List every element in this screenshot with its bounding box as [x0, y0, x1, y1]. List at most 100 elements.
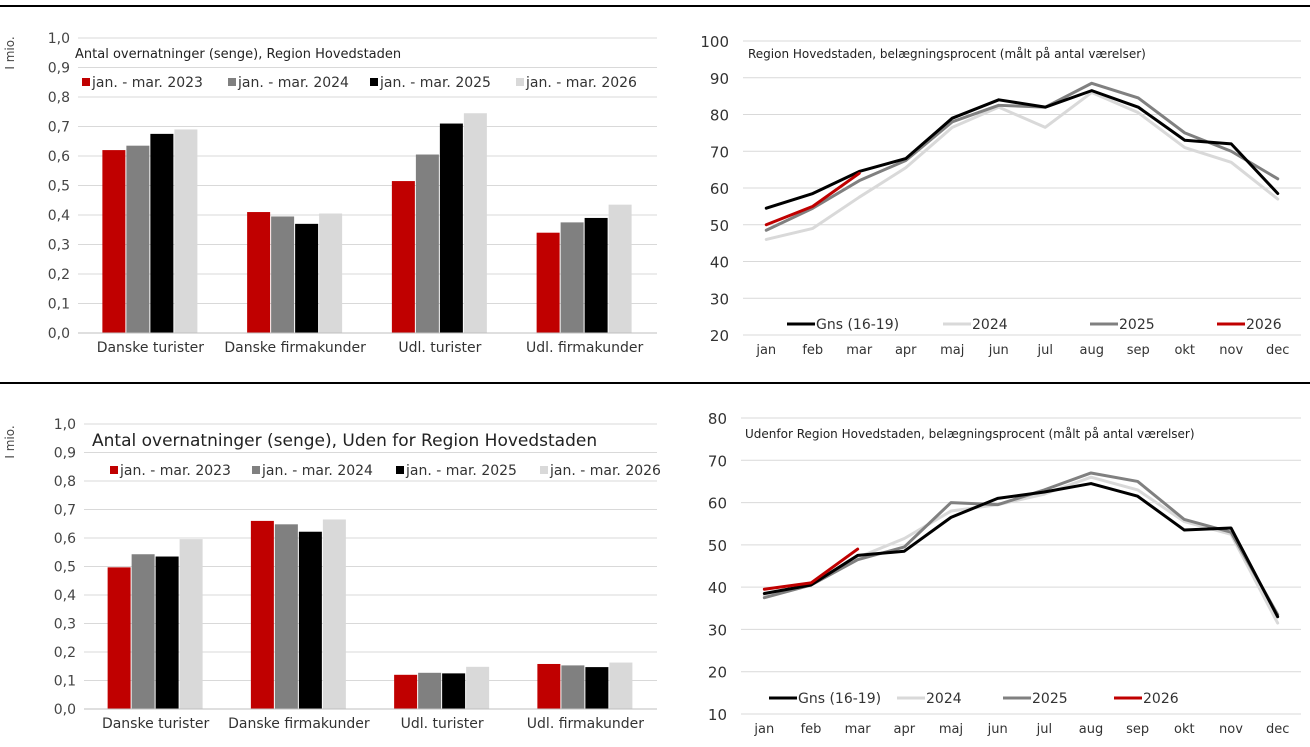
x-tick-label: mar — [846, 343, 873, 358]
y-tick-label: 0,3 — [48, 238, 70, 254]
y-tick-label: 0,7 — [48, 120, 70, 136]
y-tick-label: 50 — [710, 217, 729, 235]
bar — [247, 212, 271, 333]
legend-label: jan. - mar. 2025 — [379, 75, 491, 91]
bar-chart-svg: 0,0 0,1 0,2 0,3 0,4 0,5 0,6 0,7 0,8 0,9 1,0 I mio. A… — [3, 417, 661, 732]
legend-label: jan. - mar. 2025 — [405, 463, 517, 479]
legend-swatch — [82, 78, 90, 86]
y-tick-label: 0,2 — [54, 645, 76, 661]
bar — [179, 539, 203, 709]
bar — [150, 133, 174, 333]
y-tick-label: 60 — [710, 180, 729, 198]
legend-swatch — [228, 78, 236, 86]
y-tick-label: 0,4 — [54, 588, 76, 604]
y-tick-label: 0,0 — [48, 326, 70, 342]
legend-label: 2025 — [1119, 317, 1155, 333]
legend-label: jan. - mar. 2023 — [119, 463, 231, 479]
bar — [609, 662, 633, 709]
x-tick-label: feb — [802, 343, 823, 358]
legend-label: jan. - mar. 2026 — [549, 463, 661, 479]
bar — [319, 213, 343, 333]
chart-lines-hovedstaden: 20 30 40 50 60 70 80 90 100 jan feb mar apr maj jun jul… — [665, 10, 1310, 375]
bar — [442, 673, 466, 709]
x-tick-label: jun — [987, 722, 1008, 737]
bar — [585, 667, 609, 709]
bar — [102, 150, 126, 333]
y-tick-label: 20 — [708, 664, 727, 682]
chart-title: Antal overnatninger (senge), Uden for Re… — [92, 431, 597, 451]
bar — [463, 113, 487, 333]
y-tick-label: 70 — [710, 143, 729, 161]
x-tick-label: Danske turister — [97, 340, 205, 356]
y-tick-label: 0,5 — [48, 179, 70, 195]
y-tick-label: 10 — [708, 706, 727, 724]
x-tick-label: Udl. firmakunder — [526, 340, 643, 356]
y-tick-label: 0,4 — [48, 208, 70, 224]
bar — [394, 674, 418, 709]
y-tick-label: 1,0 — [54, 417, 76, 433]
bar — [107, 567, 131, 709]
x-tick-label: nov — [1219, 343, 1243, 358]
y-tick-label: 0,9 — [48, 61, 70, 77]
y-tick-label: 0,8 — [54, 474, 76, 490]
x-tick-label: feb — [801, 722, 822, 737]
x-tick-label: apr — [895, 343, 917, 358]
series-line — [764, 89, 1280, 210]
series-line — [764, 81, 1280, 232]
x-tick-label: Danske firmakunder — [228, 716, 370, 732]
y-tick-label: 0,3 — [54, 617, 76, 633]
bar — [295, 223, 319, 333]
bar — [608, 204, 632, 333]
y-tick-label: 0,5 — [54, 560, 76, 576]
bar — [537, 663, 561, 709]
bar — [415, 154, 439, 333]
x-tick-label: Danske turister — [102, 716, 210, 732]
chart-title: Udenfor Region Hovedstaden, belægningspr… — [745, 427, 1195, 441]
series-line — [764, 90, 1280, 241]
y-tick-label: 40 — [710, 254, 729, 272]
y-tick-label: 50 — [708, 537, 727, 555]
series-line — [764, 171, 861, 227]
x-tick-label: Udl. turister — [398, 340, 481, 356]
x-tick-label: jun — [988, 343, 1009, 358]
top-rule — [0, 5, 1310, 7]
legend-label: jan. - mar. 2024 — [261, 463, 373, 479]
legend-label: Gns (16-19) — [816, 317, 899, 333]
chart-bars-udenfor: 0,0 0,1 0,2 0,3 0,4 0,5 0,6 0,7 0,8 0,9 1,0 I mio. A… — [0, 387, 665, 743]
x-tick-label: aug — [1080, 343, 1104, 358]
y-tick-label: 0,1 — [54, 674, 76, 690]
bar — [131, 554, 155, 709]
legend-label: jan. - mar. 2026 — [525, 75, 637, 91]
legend-swatch — [252, 466, 260, 474]
chart-bars-hovedstaden: 0,0 0,1 0,2 0,3 0,4 0,5 0,6 0,7 0,8 0,9 1,0 I mio. A… — [0, 10, 665, 375]
bar — [155, 556, 179, 709]
x-tick-label: maj — [939, 722, 963, 737]
x-tick-label: dec — [1266, 343, 1289, 358]
bar — [466, 666, 490, 709]
bar — [322, 519, 346, 709]
y-tick-label: 80 — [710, 107, 729, 125]
bar — [439, 123, 463, 333]
middle-rule — [0, 382, 1310, 384]
y-tick-label: 90 — [710, 70, 729, 88]
y-tick-label: 20 — [710, 327, 729, 345]
line-chart-svg: 20 30 40 50 60 70 80 90 100 jan feb mar apr maj jun jul… — [700, 33, 1301, 358]
y-tick-label: 0,9 — [54, 446, 76, 462]
x-tick-label: dec — [1266, 722, 1289, 737]
x-tick-label: maj — [940, 343, 964, 358]
legend-label: 2025 — [1032, 691, 1068, 707]
y-tick-label: 0,6 — [48, 149, 70, 165]
legend-swatch — [516, 78, 524, 86]
bar — [174, 129, 198, 333]
x-tick-label: okt — [1174, 343, 1195, 358]
legend-swatch — [110, 466, 118, 474]
legend-label: 2024 — [926, 691, 962, 707]
line-chart-svg: 10 20 30 40 50 60 70 80 jan feb mar apr maj jun jul aug… — [708, 410, 1301, 737]
legend-label: jan. - mar. 2023 — [91, 75, 203, 91]
legend-label: 2026 — [1143, 691, 1179, 707]
x-tick-label: apr — [894, 722, 916, 737]
y-tick-label: 0,2 — [48, 267, 70, 283]
bar — [250, 520, 274, 709]
y-axis-label: I mio. — [3, 425, 17, 458]
y-tick-label: 80 — [708, 410, 727, 428]
